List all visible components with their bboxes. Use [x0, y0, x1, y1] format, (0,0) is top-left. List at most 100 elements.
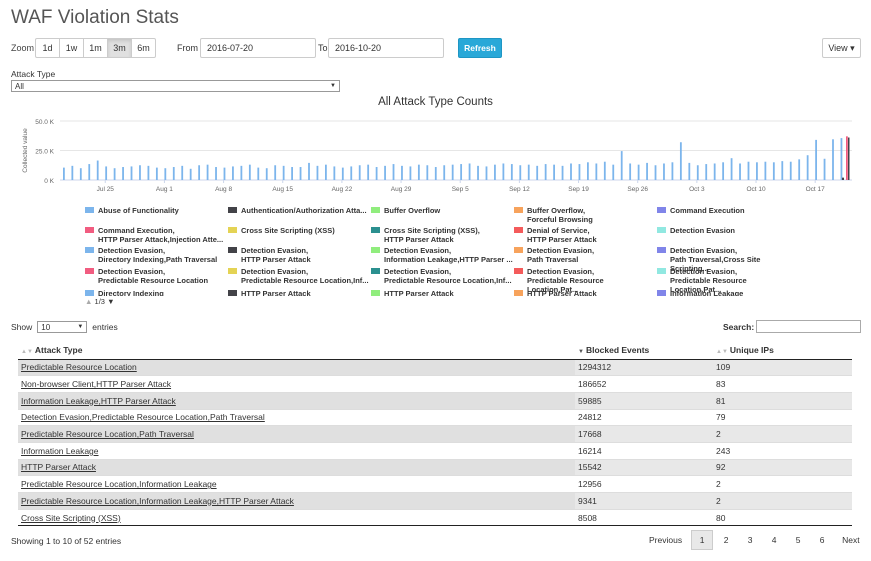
- legend-item[interactable]: Command Execution, HTTP Parser Attack,In…: [85, 226, 227, 244]
- legend-item[interactable]: Detection Evasion, Predictable Resource …: [657, 267, 799, 294]
- legend-item[interactable]: Detection Evasion, Information Leakage,H…: [371, 246, 513, 264]
- attack-type-link[interactable]: Information Leakage: [21, 445, 99, 456]
- chart-bar: [198, 165, 201, 180]
- legend-item[interactable]: Information Leakage: [657, 289, 799, 296]
- legend-item[interactable]: Detection Evasion, Predictable Resource …: [514, 267, 656, 294]
- attack-type-link[interactable]: Non-browser Client,HTTP Parser Attack: [21, 379, 172, 390]
- chart-bar: [291, 167, 293, 180]
- blocked-events-cell: 15542: [575, 458, 713, 476]
- legend-item[interactable]: Cross Site Scripting (XSS), HTTP Parser …: [371, 226, 513, 244]
- legend-item[interactable]: HTTP Parser Attack: [514, 289, 656, 296]
- chart-bar: [401, 165, 403, 180]
- attack-type-link[interactable]: Predictable Resource Location,Informatio…: [21, 479, 217, 490]
- legend-swatch: [514, 268, 523, 274]
- page-4-button[interactable]: 4: [771, 535, 777, 545]
- chart-bar: [316, 165, 319, 180]
- chart-bar: [358, 165, 361, 180]
- legend-item[interactable]: HTTP Parser Attack: [371, 289, 513, 296]
- table-row: Predictable Resource Location 1294312 109: [18, 358, 852, 376]
- header-blocked-events[interactable]: ▼ Blocked Events: [575, 341, 713, 360]
- zoom-1d-button[interactable]: 1d: [35, 38, 60, 58]
- legend-item[interactable]: Detection Evasion: [657, 226, 799, 235]
- legend-item[interactable]: Buffer Overflow, Forceful Browsing: [514, 206, 656, 224]
- unique-ips-cell: 92: [713, 458, 852, 476]
- zoom-button-group: 1d 1w 1m 3m 6m: [35, 38, 156, 58]
- header-unique-ips[interactable]: ▲▼ Unique IPs: [713, 341, 852, 360]
- chart-bar: [265, 168, 268, 180]
- show-label: Show: [11, 322, 33, 332]
- chart-bar: [341, 167, 344, 180]
- attack-type-cell: Cross Site Scripting (XSS): [18, 508, 575, 527]
- zoom-1w-button[interactable]: 1w: [59, 38, 84, 58]
- legend-item[interactable]: Detection Evasion, Directory Indexing,Pa…: [85, 246, 227, 264]
- attack-type-link[interactable]: Predictable Resource Location,Informatio…: [21, 495, 294, 506]
- previous-page-button[interactable]: Previous: [649, 535, 683, 545]
- legend-item[interactable]: Detection Evasion, Path Traversal: [514, 246, 656, 264]
- legend-item[interactable]: Cross Site Scripting (XSS): [228, 226, 370, 235]
- toolbar: Zoom 1d 1w 1m 3m 6m From To Refresh View…: [11, 38, 861, 58]
- zoom-label: Zoom: [11, 43, 35, 53]
- chart-legend: Abuse of Functionality Authentication/Aut…: [85, 206, 825, 296]
- legend-label: Detection Evasion, Directory Indexing,Pa…: [98, 246, 218, 264]
- showing-info: Showing 1 to 10 of 52 entries: [11, 536, 122, 546]
- x-tick-label: Aug 22: [332, 186, 353, 193]
- legend-item[interactable]: Abuse of Functionality: [85, 206, 227, 215]
- legend-item[interactable]: Detection Evasion, Predictable Resource …: [228, 267, 370, 285]
- attack-type-link[interactable]: Cross Site Scripting (XSS): [21, 512, 121, 523]
- legend-item[interactable]: Buffer Overflow: [371, 206, 513, 215]
- x-tick-label: Sep 26: [627, 186, 648, 193]
- header-attack-type[interactable]: ▲▼ Attack Type: [18, 341, 575, 360]
- attack-type-link[interactable]: Predictable Resource Location: [21, 362, 137, 373]
- chart-bar: [705, 164, 708, 180]
- legend-item[interactable]: Authentication/Authorization Atta...: [228, 206, 370, 215]
- page-2-button[interactable]: 2: [723, 535, 729, 545]
- attack-type-link[interactable]: Detection Evasion,Predictable Resource L…: [21, 412, 265, 423]
- unique-ips-cell: 79: [713, 408, 852, 426]
- entries-label: entries: [92, 322, 118, 332]
- legend-item[interactable]: Detection Evasion, Predictable Resource …: [371, 267, 513, 285]
- legend-item[interactable]: Command Execution: [657, 206, 799, 215]
- unique-ips-cell: 83: [713, 375, 852, 393]
- view-dropdown-button[interactable]: View ▾: [822, 38, 861, 58]
- to-date-input[interactable]: [328, 38, 444, 58]
- page-3-button[interactable]: 3: [747, 535, 753, 545]
- attack-type-link[interactable]: Information Leakage,HTTP Parser Attack: [21, 395, 176, 406]
- legend-item[interactable]: Denial of Service, HTTP Parser Attack: [514, 226, 656, 244]
- chart-bar: [139, 165, 141, 180]
- legend-item[interactable]: Detection Evasion, Predictable Resource …: [85, 267, 227, 285]
- search-input[interactable]: [756, 320, 861, 333]
- attack-type-link[interactable]: HTTP Parser Attack: [21, 462, 96, 473]
- page-1-button[interactable]: 1: [691, 530, 714, 550]
- chart-bar: [240, 165, 243, 180]
- legend-swatch: [657, 207, 666, 213]
- entries-per-page-select[interactable]: 10 ▼: [37, 321, 88, 333]
- page-5-button[interactable]: 5: [795, 535, 801, 545]
- chart-bar: [527, 164, 530, 180]
- legend-prev-icon[interactable]: ▲: [85, 297, 93, 306]
- page-6-button[interactable]: 6: [819, 535, 825, 545]
- from-date-input[interactable]: [200, 38, 316, 58]
- chart-bar: [443, 165, 446, 180]
- chart-bar: [392, 164, 395, 180]
- zoom-3m-button[interactable]: 3m: [107, 38, 132, 58]
- legend-item[interactable]: Detection Evasion, HTTP Parser Attack: [228, 246, 370, 264]
- chart-bar: [96, 160, 99, 180]
- legend-next-icon[interactable]: ▼: [107, 297, 115, 306]
- chart-bar: [671, 162, 674, 180]
- attack-type-link[interactable]: Predictable Resource Location,Path Trave…: [21, 429, 194, 440]
- chart-bar: [722, 162, 725, 180]
- chart-bar: [147, 165, 150, 180]
- refresh-button[interactable]: Refresh: [458, 38, 502, 58]
- attack-type-label: Attack Type: [11, 69, 56, 79]
- next-page-button[interactable]: Next: [842, 535, 860, 545]
- legend-item[interactable]: Directory Indexing: [85, 289, 227, 296]
- legend-swatch: [228, 247, 237, 253]
- legend-item[interactable]: Detection Evasion, Path Traversal,Cross …: [657, 246, 799, 273]
- legend-item[interactable]: HTTP Parser Attack: [228, 289, 370, 296]
- zoom-6m-button[interactable]: 6m: [131, 38, 156, 58]
- chart-bar: [451, 164, 454, 180]
- attack-type-select[interactable]: All ▼: [11, 80, 340, 92]
- zoom-1m-button[interactable]: 1m: [83, 38, 108, 58]
- legend-label: Detection Evasion, Predictable Resource …: [241, 267, 369, 285]
- legend-swatch: [371, 227, 380, 233]
